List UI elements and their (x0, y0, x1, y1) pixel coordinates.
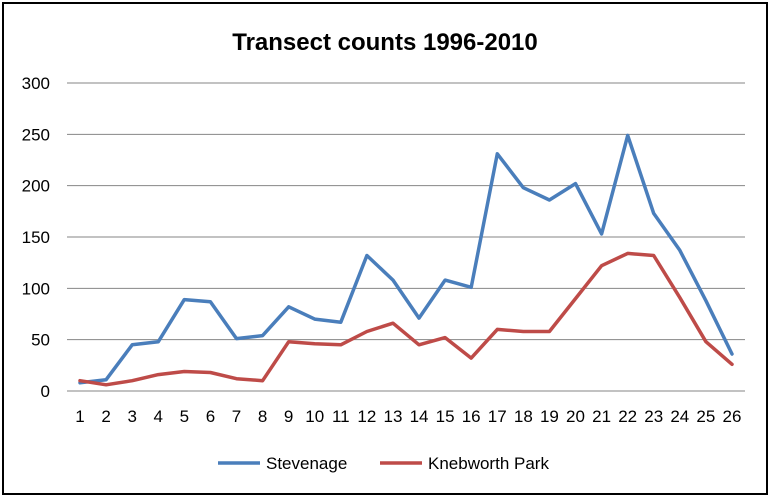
chart-title: Transect counts 1996-2010 (232, 29, 538, 56)
x-tick-label: 12 (357, 407, 376, 426)
x-axis-ticks: 1 2 3 4 5 6 7 8 9 10 11 12 13 14 15 16 17 18 19 20 21 22 23 24 2… (75, 407, 741, 426)
x-tick-label: 9 (284, 407, 293, 426)
x-tick-label: 3 (127, 407, 136, 426)
series-group (78, 133, 734, 387)
x-tick-label: 23 (644, 407, 663, 426)
x-tick-label: 5 (180, 407, 189, 426)
legend-label: Knebworth Park (428, 454, 549, 473)
x-tick-label: 19 (540, 407, 559, 426)
x-tick-label: 15 (436, 407, 455, 426)
x-tick-label: 6 (206, 407, 215, 426)
legend: Stevenage Knebworth Park (218, 454, 549, 473)
y-tick-label: 300 (22, 74, 50, 93)
x-tick-label: 4 (154, 407, 163, 426)
series-line-stevenage (78, 133, 734, 385)
y-tick-label: 50 (31, 331, 50, 350)
x-tick-label: 22 (618, 407, 637, 426)
y-tick-label: 250 (22, 125, 50, 144)
x-tick-label: 25 (696, 407, 715, 426)
y-tick-label: 0 (41, 382, 50, 401)
x-tick-label: 13 (384, 407, 403, 426)
x-tick-label: 10 (305, 407, 324, 426)
series-line-knebworth-park (78, 251, 734, 387)
chart-frame (2, 2, 768, 495)
x-tick-label: 1 (75, 407, 84, 426)
x-tick-label: 20 (566, 407, 585, 426)
x-tick-label: 8 (258, 407, 267, 426)
x-tick-label: 7 (232, 407, 241, 426)
legend-label: Stevenage (266, 454, 347, 473)
x-tick-label: 16 (462, 407, 481, 426)
x-tick-label: 18 (514, 407, 533, 426)
x-tick-label: 17 (488, 407, 507, 426)
y-tick-label: 150 (22, 228, 50, 247)
y-tick-label: 100 (22, 279, 50, 298)
x-tick-label: 21 (592, 407, 611, 426)
x-tick-label: 14 (410, 407, 429, 426)
x-tick-label: 24 (670, 407, 689, 426)
x-tick-label: 26 (723, 407, 742, 426)
y-tick-label: 200 (22, 177, 50, 196)
x-tick-label: 11 (332, 407, 350, 426)
gridlines (67, 82, 745, 341)
y-axis-ticks: 0 50 100 150 200 250 300 (22, 74, 50, 401)
x-tick-label: 2 (101, 407, 110, 426)
